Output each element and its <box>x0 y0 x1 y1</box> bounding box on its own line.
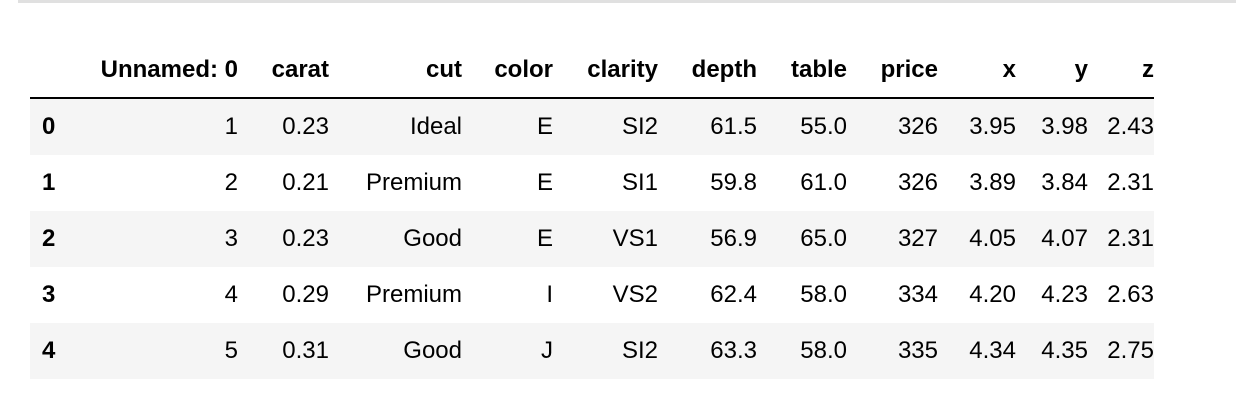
row-index: 2 <box>42 225 56 252</box>
dataframe-table: Unnamed: 0 carat cut color clarity depth… <box>30 43 1154 379</box>
table-cell: 4.23 <box>1041 281 1088 308</box>
table-cell: 2 <box>224 169 238 196</box>
column-header: color <box>462 43 553 99</box>
table-cell: 326 <box>897 113 938 140</box>
table-cell: 4.35 <box>1041 337 1088 364</box>
table-cell: SI1 <box>621 169 658 196</box>
column-header: Unnamed: 0 <box>86 43 238 99</box>
table-cell: 334 <box>897 281 938 308</box>
table-row: 4 5 0.31 Good J SI2 63.3 58.0 335 4.34 4… <box>30 323 1154 379</box>
table-cell: SI2 <box>621 113 658 140</box>
table-cell: 5 <box>224 337 238 364</box>
table-cell: VS1 <box>612 225 658 252</box>
column-header: depth <box>658 43 757 99</box>
column-header: cut <box>329 43 462 99</box>
table-cell: 2.31 <box>1107 169 1154 196</box>
column-header: carat <box>238 43 329 99</box>
table-cell: 59.8 <box>710 169 757 196</box>
column-header: z <box>1088 43 1154 99</box>
table-cell: E <box>536 225 553 252</box>
table-cell: 4.20 <box>969 281 1016 308</box>
table-cell: 4 <box>224 281 238 308</box>
table-cell: 61.5 <box>710 113 757 140</box>
table-cell: 2.43 <box>1107 113 1154 140</box>
table-cell: J <box>541 337 553 364</box>
table-cell: 58.0 <box>800 281 847 308</box>
column-header: y <box>1016 43 1088 99</box>
table-cell: 1 <box>224 113 238 140</box>
table-cell: 3.98 <box>1041 113 1088 140</box>
table-cell: E <box>536 113 553 140</box>
table-cell: 2.31 <box>1107 225 1154 252</box>
table-cell: 327 <box>897 225 938 252</box>
index-header <box>30 43 86 99</box>
row-index: 4 <box>42 337 56 364</box>
column-header: x <box>938 43 1016 99</box>
table-cell: 0.23 <box>282 113 329 140</box>
table-cell: 65.0 <box>800 225 847 252</box>
table-cell: Premium <box>365 281 462 308</box>
table-cell: 58.0 <box>800 337 847 364</box>
header-row: Unnamed: 0 carat cut color clarity depth… <box>30 43 1154 99</box>
table-cell: 2.63 <box>1107 281 1154 308</box>
table-row: 1 2 0.21 Premium E SI1 59.8 61.0 326 3.8… <box>30 155 1154 211</box>
table-cell: 326 <box>897 169 938 196</box>
table-cell: 4.05 <box>969 225 1016 252</box>
table-cell: 0.23 <box>282 225 329 252</box>
column-header: table <box>757 43 847 99</box>
table-cell: 3.95 <box>969 113 1016 140</box>
table-cell: 56.9 <box>710 225 757 252</box>
table-cell: Ideal <box>409 113 462 140</box>
output-top-border <box>18 0 1236 3</box>
column-header: price <box>847 43 938 99</box>
table-cell: 55.0 <box>800 113 847 140</box>
table-cell: E <box>536 169 553 196</box>
table-cell: 62.4 <box>710 281 757 308</box>
table-row: 0 1 0.23 Ideal E SI2 61.5 55.0 326 3.95 … <box>30 98 1154 155</box>
table-cell: Good <box>403 225 462 252</box>
row-index: 3 <box>42 281 56 308</box>
table-cell: 4.34 <box>969 337 1016 364</box>
table-cell: 0.29 <box>282 281 329 308</box>
table-cell: 335 <box>897 337 938 364</box>
table-cell: 2.75 <box>1107 337 1154 364</box>
table-cell: 61.0 <box>800 169 847 196</box>
table-cell: 0.31 <box>282 337 329 364</box>
table-cell: 0.21 <box>282 169 329 196</box>
table-cell: SI2 <box>621 337 658 364</box>
table-cell: VS2 <box>612 281 658 308</box>
table-cell: Premium <box>365 169 462 196</box>
table-row: 3 4 0.29 Premium I VS2 62.4 58.0 334 4.2… <box>30 267 1154 323</box>
table-cell: 3.89 <box>969 169 1016 196</box>
table-cell: Good <box>403 337 462 364</box>
table-cell: 4.07 <box>1041 225 1088 252</box>
table-cell: 3 <box>224 225 238 252</box>
table-row: 2 3 0.23 Good E VS1 56.9 65.0 327 4.05 4… <box>30 211 1154 267</box>
table-cell: I <box>546 281 553 308</box>
table-cell: 3.84 <box>1041 169 1088 196</box>
row-index: 1 <box>42 169 56 196</box>
column-header: clarity <box>553 43 658 99</box>
row-index: 0 <box>42 113 56 140</box>
table-cell: 63.3 <box>710 337 757 364</box>
